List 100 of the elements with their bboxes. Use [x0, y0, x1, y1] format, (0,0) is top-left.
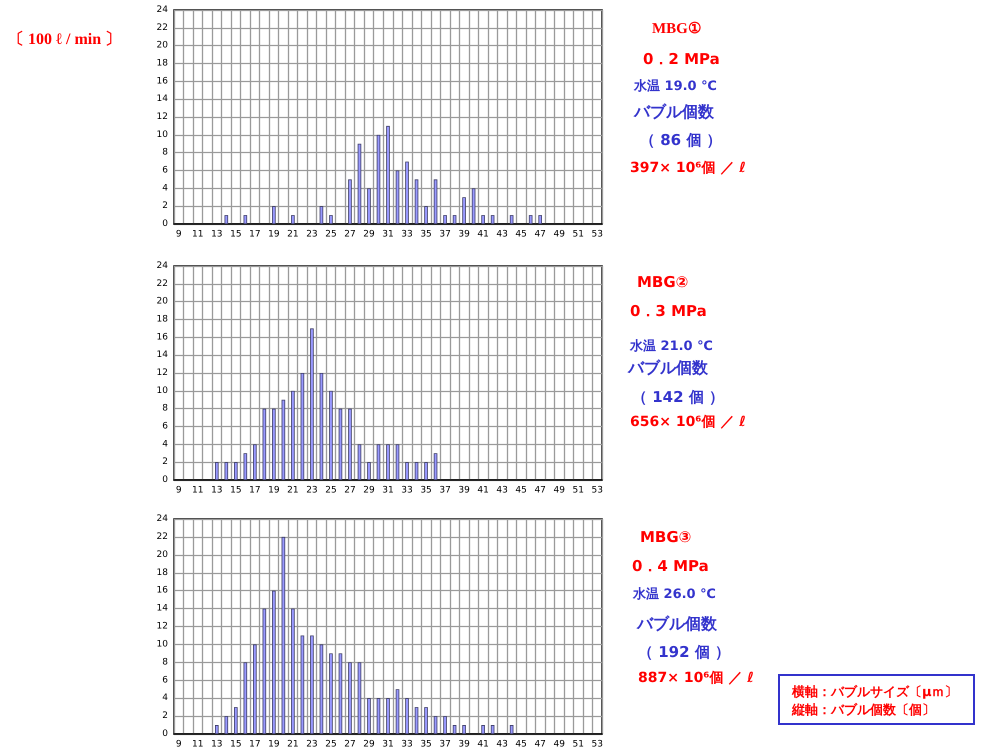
y-tick-label: 20 — [156, 40, 168, 51]
bar — [214, 462, 219, 480]
bar — [367, 462, 371, 480]
x-tick-label: 27 — [344, 740, 356, 750]
y-tick-label: 4 — [162, 183, 168, 194]
y-tick-label: 4 — [162, 439, 168, 450]
y-tick-label: 8 — [162, 404, 168, 414]
x-tick-label: 37 — [439, 486, 451, 496]
y-tick-label: 8 — [162, 657, 168, 668]
x-tick-label: 49 — [553, 486, 566, 496]
x-tick-label: 29 — [363, 230, 375, 240]
y-tick-label: 2 — [162, 457, 168, 468]
bar — [367, 698, 371, 734]
bar — [424, 206, 428, 224]
bar — [528, 215, 532, 224]
bar — [348, 662, 352, 734]
bar — [414, 707, 418, 734]
bar — [414, 462, 418, 480]
x-tick-label: 23 — [306, 230, 318, 240]
text: 0．3 MPa — [630, 302, 707, 320]
x-tick-label: 47 — [534, 740, 546, 750]
bar — [224, 716, 228, 734]
bar — [434, 453, 438, 480]
x-tick-label: 17 — [249, 486, 261, 496]
y-tick-label: 14 — [156, 604, 168, 614]
x-tick-label: 41 — [477, 486, 489, 496]
y-tick-label: 6 — [162, 166, 168, 176]
x-tick-label: 35 — [420, 486, 432, 496]
bar — [510, 725, 514, 734]
bar — [291, 390, 295, 480]
x-tick-label: 21 — [287, 230, 299, 240]
bar — [320, 206, 324, 224]
text: 〔 100 ℓ / min 〕 — [8, 31, 122, 48]
bar — [282, 400, 286, 480]
y-tick-label: 0 — [162, 475, 168, 485]
y-tick-label: 18 — [156, 58, 168, 68]
bar — [472, 188, 476, 224]
bar — [262, 408, 266, 480]
y-tick-label: 10 — [156, 386, 168, 396]
x-tick-label: 21 — [287, 486, 299, 496]
bar — [386, 444, 390, 480]
x-tick-label: 37 — [439, 230, 451, 240]
text: 水温 26.0 ℃ — [633, 586, 716, 602]
x-tick-label: 47 — [534, 486, 546, 496]
x-tick-label: 31 — [382, 230, 394, 240]
bar — [234, 707, 238, 734]
x-tick-label: 25 — [325, 230, 337, 240]
x-tick-label: 31 — [382, 740, 394, 750]
bar — [405, 462, 409, 480]
x-tick-label: 13 — [211, 230, 223, 240]
bar — [452, 725, 456, 734]
y-tick-label: 16 — [156, 332, 168, 342]
x-tick-label: 21 — [287, 740, 299, 750]
x-tick-label: 41 — [477, 740, 489, 750]
bar — [338, 408, 342, 480]
bar — [214, 725, 219, 734]
bar — [396, 689, 400, 734]
bar — [224, 462, 228, 480]
y-tick-label: 18 — [156, 568, 168, 578]
bar — [367, 188, 371, 224]
bar — [244, 453, 248, 480]
y-tick-label: 24 — [156, 261, 168, 271]
text: （ 86 個 ） — [640, 130, 722, 148]
y-tick-label: 18 — [156, 314, 168, 324]
x-tick-label: 11 — [192, 486, 204, 496]
bar — [272, 206, 276, 224]
x-tick-label: 23 — [306, 740, 318, 750]
x-tick-label: 29 — [363, 740, 375, 750]
x-tick-label: 33 — [401, 486, 413, 496]
bar — [443, 716, 447, 734]
bar — [291, 215, 295, 224]
bar — [272, 590, 276, 734]
x-tick-label: 51 — [572, 486, 584, 496]
y-tick-label: 8 — [162, 148, 168, 158]
y-tick-label: 2 — [162, 711, 168, 722]
x-tick-label: 47 — [534, 230, 546, 240]
x-tick-label: 35 — [420, 230, 432, 240]
x-tick-label: 11 — [192, 230, 204, 240]
y-tick-label: 10 — [156, 130, 168, 140]
x-tick-label: 13 — [211, 486, 223, 496]
x-tick-label: 27 — [344, 230, 356, 240]
x-tick-label: 53 — [592, 740, 603, 750]
y-tick-label: 24 — [156, 5, 168, 15]
x-tick-label: 53 — [592, 230, 603, 240]
y-tick-label: 24 — [156, 514, 168, 524]
y-tick-label: 22 — [156, 278, 168, 289]
x-tick-label: 13 — [211, 740, 223, 750]
bar — [329, 390, 333, 480]
y-tick-label: 16 — [156, 76, 168, 86]
text: 887× 10⁶個 ／ ℓ — [638, 670, 754, 686]
bar — [386, 126, 390, 224]
bar — [348, 408, 352, 480]
bar — [462, 725, 466, 734]
bar — [300, 635, 304, 734]
bar — [244, 662, 248, 734]
bar — [386, 698, 390, 734]
note-box: 横軸：バブルサイズ〔μｍ〕 縦軸：バブル個数〔個〕 — [778, 674, 975, 725]
bar — [490, 215, 494, 224]
x-tick-label: 51 — [572, 230, 584, 240]
y-tick-label: 0 — [162, 729, 168, 739]
